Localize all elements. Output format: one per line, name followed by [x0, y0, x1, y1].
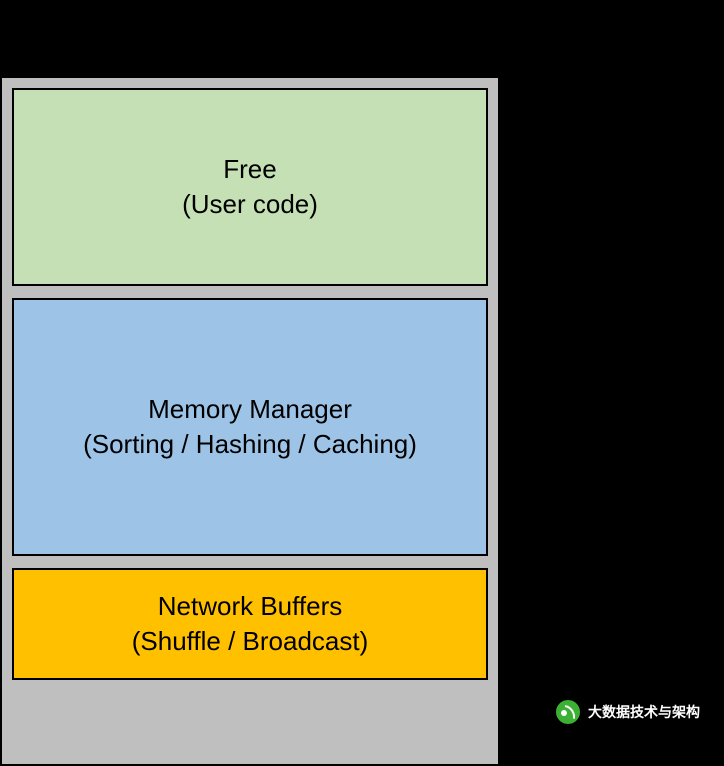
block-free-title: Free: [223, 152, 276, 187]
block-network-buffers: Network Buffers (Shuffle / Broadcast): [12, 568, 488, 680]
watermark: 大数据技术与架构: [556, 700, 700, 724]
block-free: Free (User code): [12, 88, 488, 286]
block-memory-manager-subtitle: (Sorting / Hashing / Caching): [83, 427, 417, 462]
block-memory-manager: Memory Manager (Sorting / Hashing / Cach…: [12, 298, 488, 556]
block-memory-manager-title: Memory Manager: [148, 392, 352, 427]
watermark-text: 大数据技术与架构: [588, 702, 700, 722]
wechat-icon: [556, 700, 580, 724]
block-network-buffers-subtitle: (Shuffle / Broadcast): [132, 624, 369, 659]
memory-layout-container: Free (User code) Memory Manager (Sorting…: [0, 76, 500, 766]
block-free-subtitle: (User code): [182, 187, 318, 222]
block-network-buffers-title: Network Buffers: [158, 589, 342, 624]
